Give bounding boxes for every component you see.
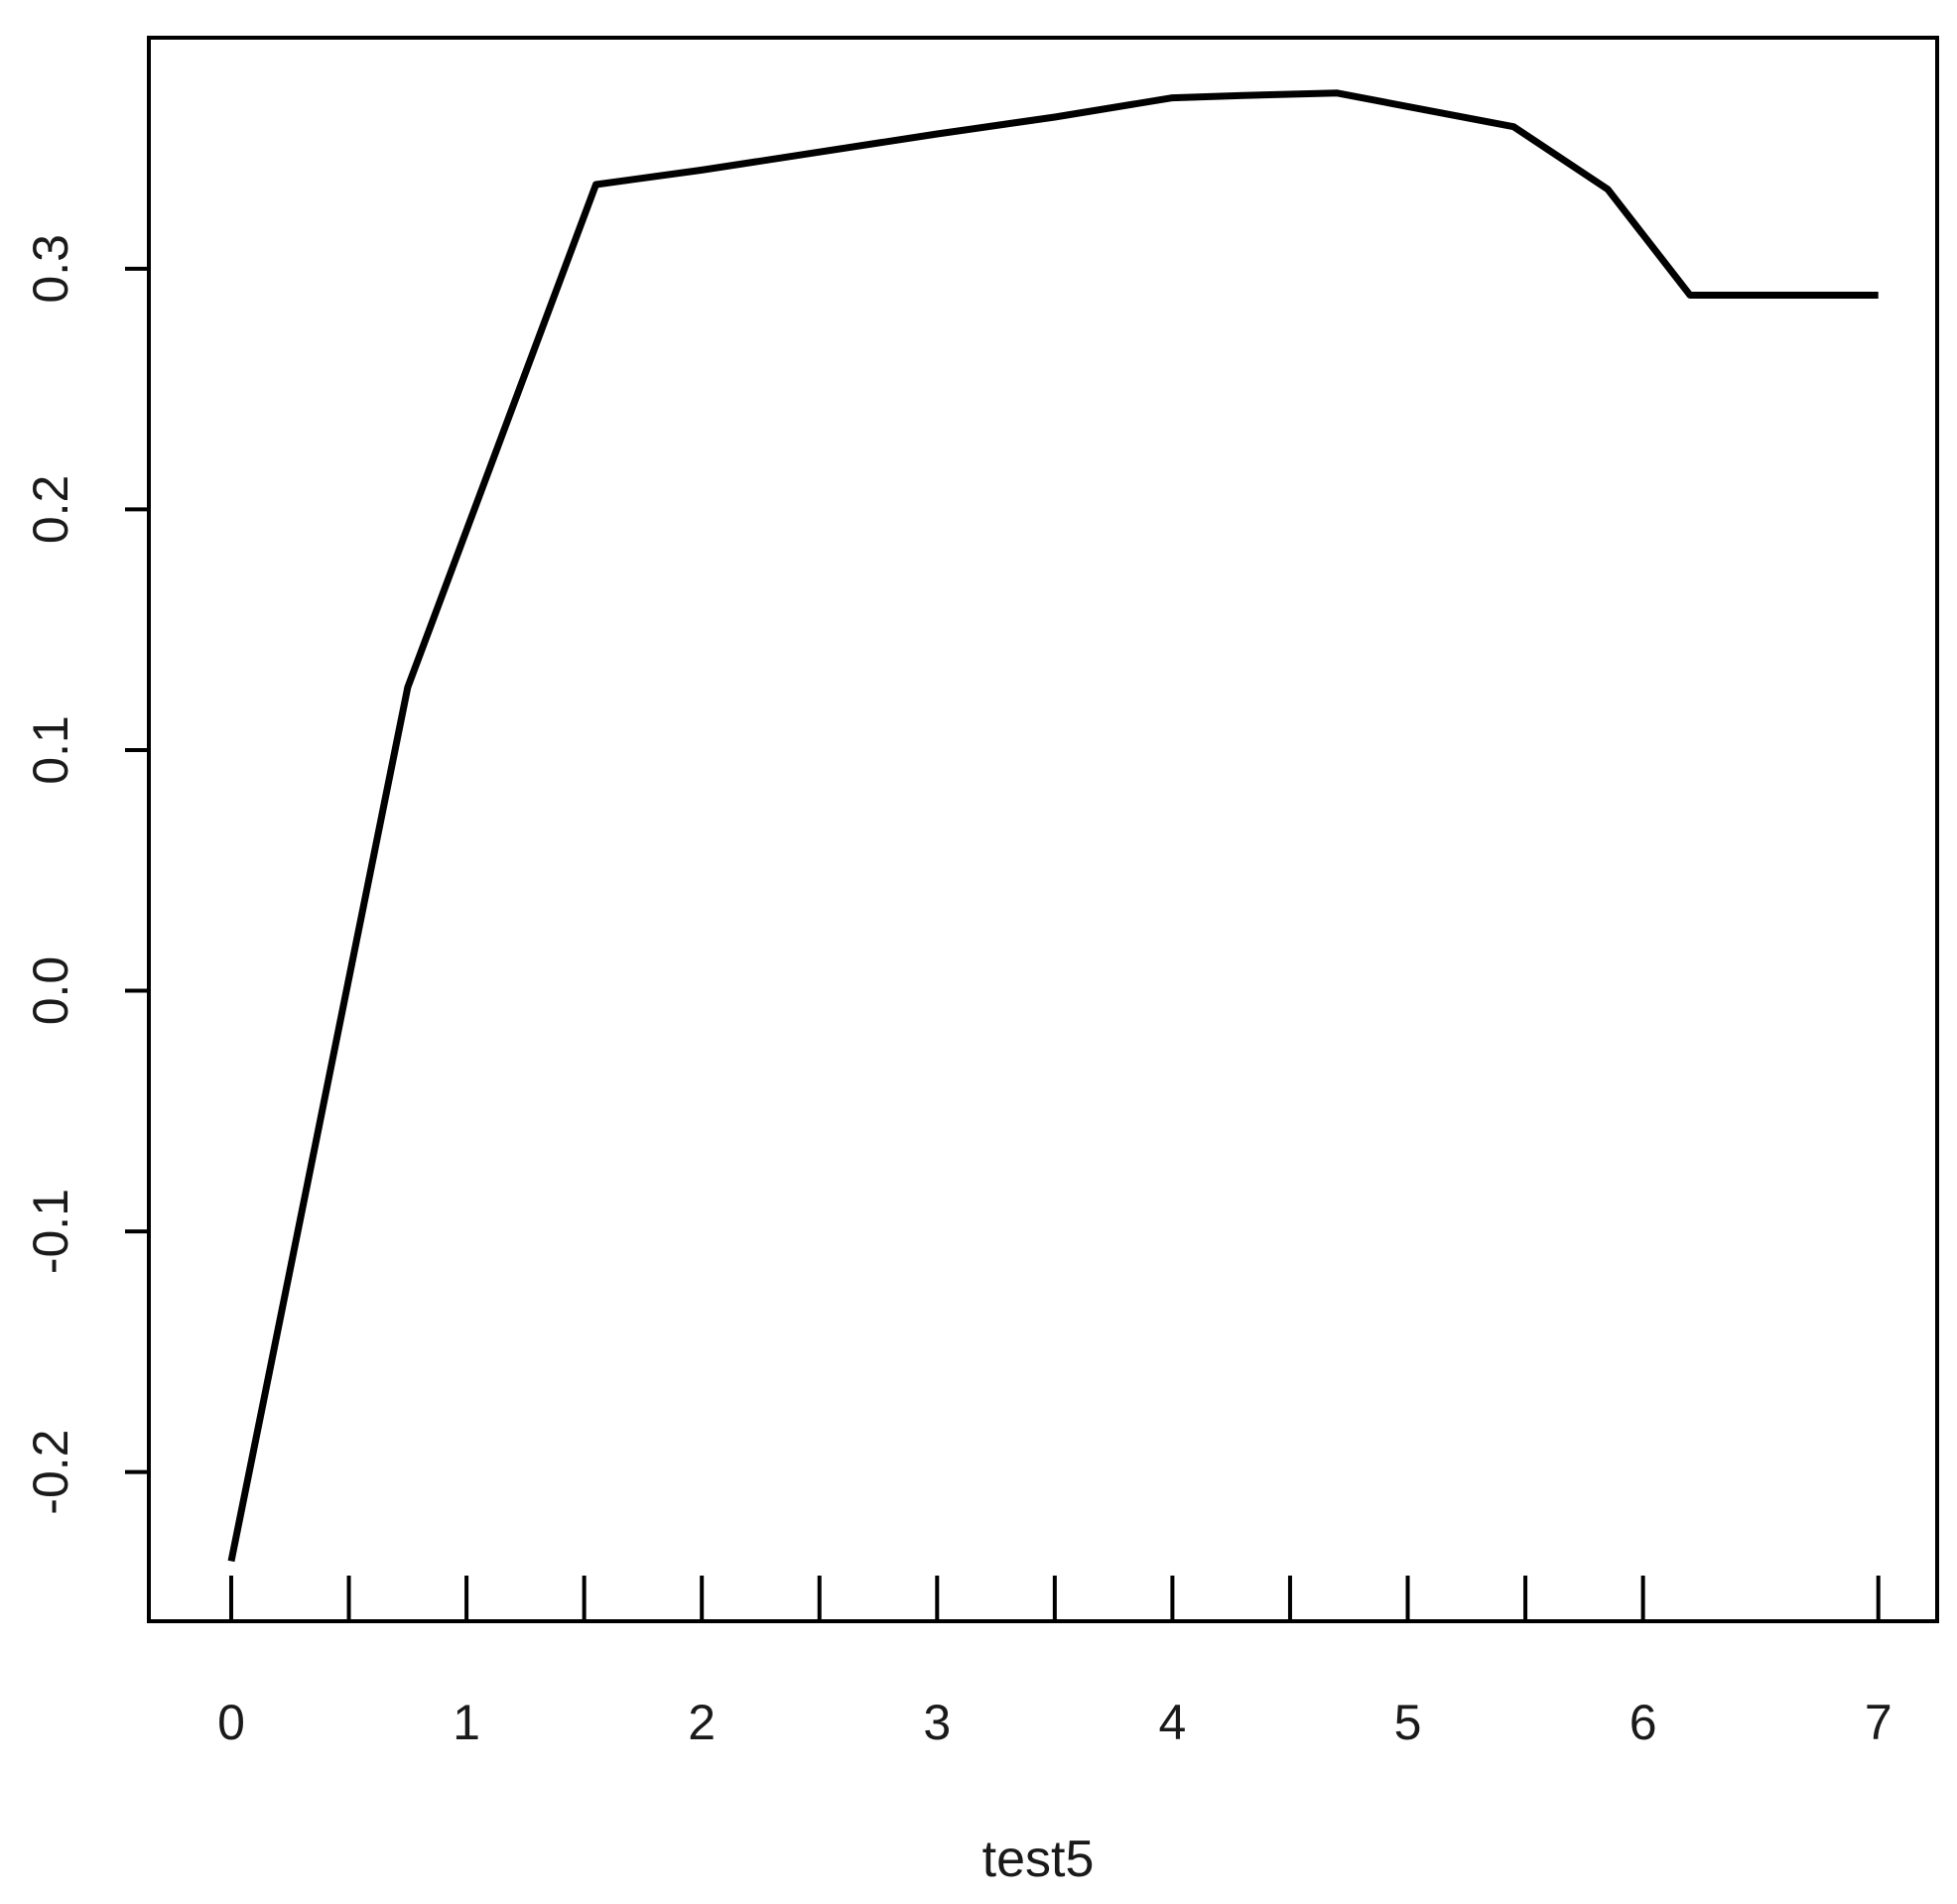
series-layer — [227, 89, 1879, 1563]
y-tick-label: 0.1 — [23, 715, 78, 785]
y-tick-label: 0.0 — [23, 956, 78, 1026]
x-tick-label: 0 — [217, 1695, 245, 1750]
x-tick-label: 7 — [1865, 1695, 1892, 1750]
series-line — [227, 89, 1879, 1563]
plot-frame — [147, 36, 1939, 1623]
y-tick-label: -0.1 — [23, 1189, 78, 1274]
y-tick-label: -0.2 — [23, 1430, 78, 1515]
x-tick-label: 6 — [1630, 1695, 1657, 1750]
x-tick-label: 3 — [923, 1695, 951, 1750]
x-tick-label: 4 — [1159, 1695, 1187, 1750]
x-tick-marks — [228, 1576, 1881, 1621]
x-tick-label: 5 — [1394, 1695, 1422, 1750]
x-tick-labels: 0 1 2 3 4 5 6 7 — [217, 1695, 1892, 1750]
y-tick-label: 0.3 — [23, 234, 78, 304]
x-tick-label: 1 — [453, 1695, 480, 1750]
y-tick-marks — [125, 266, 149, 1474]
y-tick-labels: -0.2 -0.1 0.0 0.1 0.2 0.3 — [23, 234, 78, 1515]
y-tick-label: 0.2 — [23, 475, 78, 545]
x-tick-label: 2 — [688, 1695, 716, 1750]
x-axis-title: test5 — [982, 1831, 1095, 1888]
